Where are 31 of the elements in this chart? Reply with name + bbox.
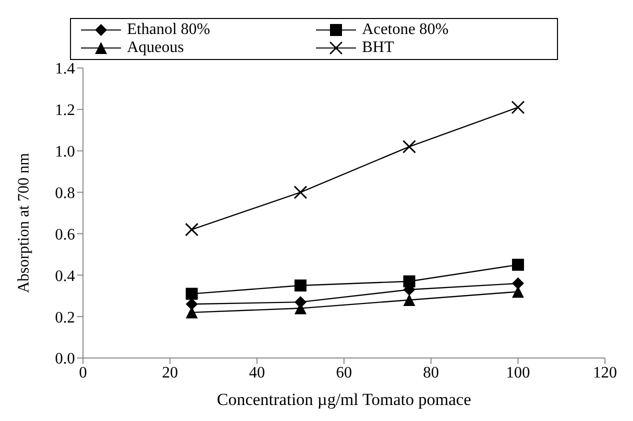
y-tick-label: 1.2 xyxy=(55,102,75,120)
y-tick-label: 0.4 xyxy=(55,268,75,285)
legend-label: Ethanol 80% xyxy=(127,21,210,39)
y-tick-label: 0.6 xyxy=(55,226,75,244)
x-axis-title: Concentration µg/ml Tomato pomace xyxy=(216,390,472,410)
point xyxy=(512,277,524,290)
y-tick-label: 1.4 xyxy=(55,60,75,78)
y-tick-label: 1.0 xyxy=(55,144,75,161)
legend-label: Acetone 80% xyxy=(362,21,449,39)
point xyxy=(511,100,525,114)
x-tick-label: 40 xyxy=(249,364,265,382)
x-tick-label: 80 xyxy=(423,364,439,382)
x-tick-label: 0 xyxy=(79,364,87,382)
point xyxy=(294,186,308,200)
x-tick-label: 100 xyxy=(506,364,530,382)
x-tick-label: 60 xyxy=(336,364,352,382)
point xyxy=(186,288,198,300)
point xyxy=(512,258,524,271)
y-axis-title: Absorption at 700 nm xyxy=(16,152,33,293)
x-tick-label: 20 xyxy=(162,364,178,382)
legend-label: BHT xyxy=(362,39,394,57)
x-tick-label: 120 xyxy=(593,364,617,382)
legend-label: Aqueous xyxy=(127,39,184,57)
point xyxy=(294,280,306,292)
point xyxy=(185,222,198,236)
y-tick-label: 0.8 xyxy=(55,184,75,202)
point xyxy=(403,275,416,288)
y-tick-label: 0.2 xyxy=(55,309,75,326)
point xyxy=(402,140,416,154)
point xyxy=(403,294,416,306)
y-tick-label: 0.0 xyxy=(55,350,75,368)
